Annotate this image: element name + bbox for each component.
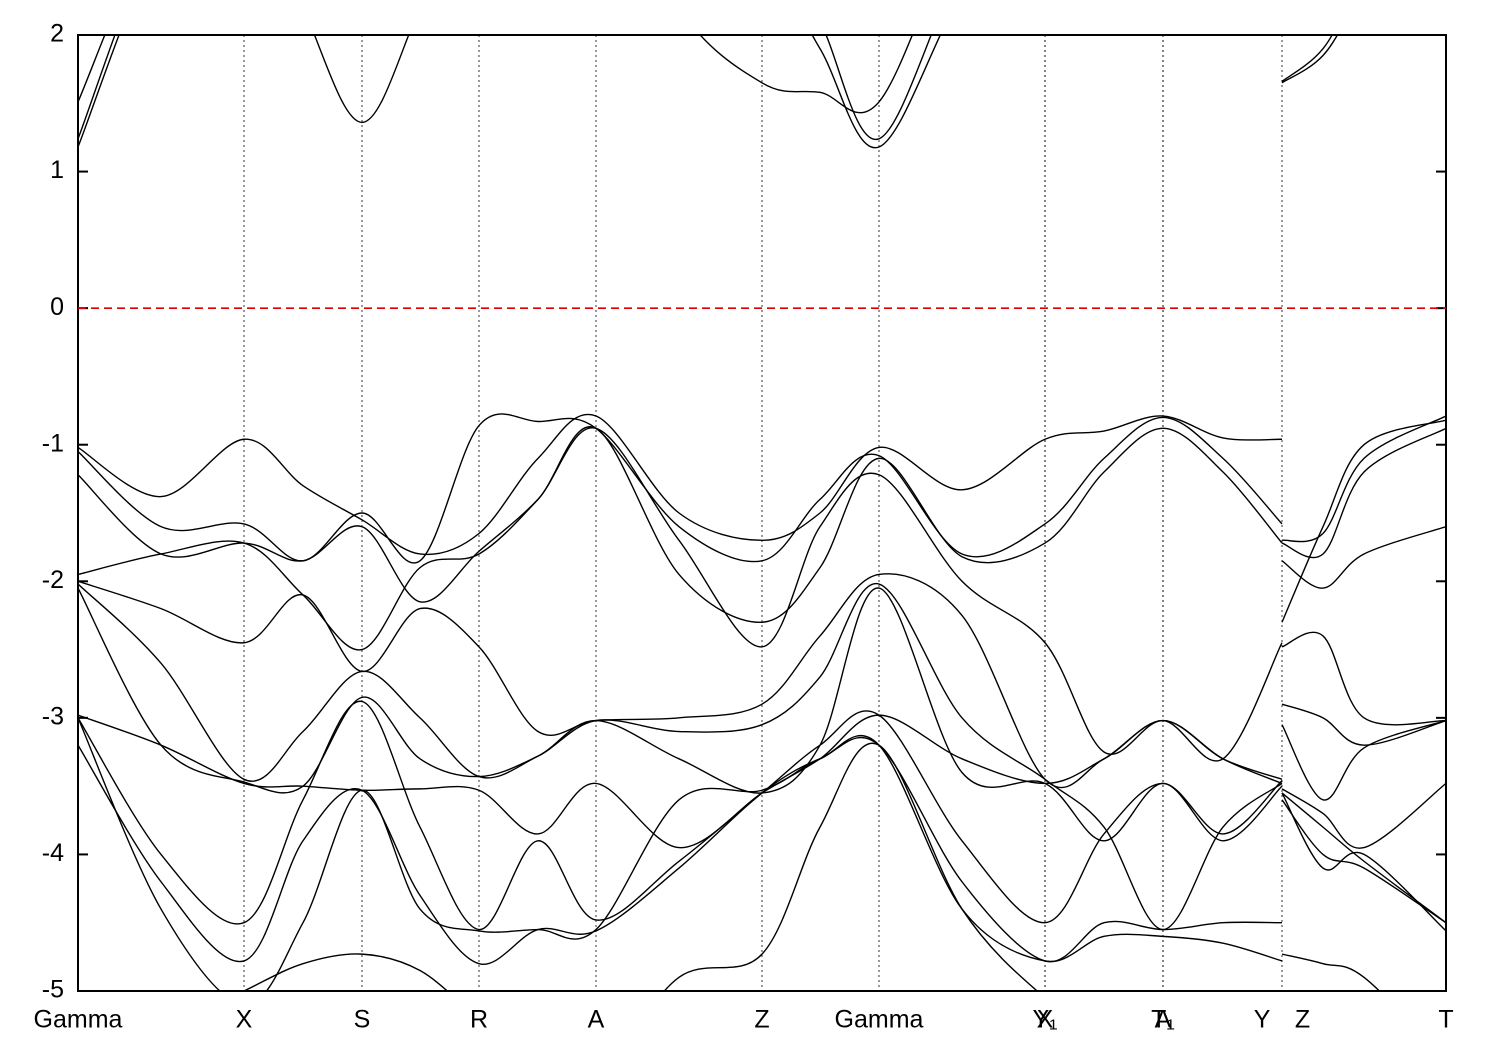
band (78, 573, 1446, 789)
x-tick-label: Y Z (1254, 1006, 1310, 1034)
x-tick-label: Gamma (835, 1006, 924, 1034)
band (78, 426, 1446, 623)
x-tick-label: S (354, 1006, 371, 1034)
x-tick-label: X (1037, 1006, 1054, 1034)
x-tick-label: Z (754, 1006, 769, 1034)
x-tick-label: A (1155, 1006, 1172, 1034)
band (242, 742, 1381, 991)
band (78, 736, 1446, 965)
band (78, 714, 1446, 849)
y-tick-label: -4 (42, 839, 64, 867)
band (78, 717, 1446, 991)
band (78, 587, 1446, 842)
plot-frame (77, 34, 1447, 992)
x-tick-label: A (588, 1006, 605, 1034)
x-tick-label: R (470, 1006, 488, 1034)
x-tick-label: T₁ (1151, 1006, 1175, 1034)
y-tick-label: -2 (42, 566, 64, 594)
band (78, 413, 1446, 556)
x-tick-label: T (1438, 1006, 1453, 1034)
y-tick-label: -1 (42, 429, 64, 457)
band (78, 419, 1446, 762)
band (78, 35, 1339, 149)
x-tick-label: Y₁ (1032, 1006, 1057, 1034)
bands (78, 35, 1446, 991)
x-tick-label: Gamma (34, 1006, 123, 1034)
y-tick-label: 1 (50, 156, 64, 184)
y-tick-label: 0 (50, 293, 64, 321)
band (78, 35, 1333, 140)
y-tick-label: 2 (50, 20, 64, 48)
x-tick-label: X (236, 1006, 253, 1034)
y-tick-label: -5 (42, 976, 64, 1004)
y-tick-label: -3 (42, 702, 64, 730)
